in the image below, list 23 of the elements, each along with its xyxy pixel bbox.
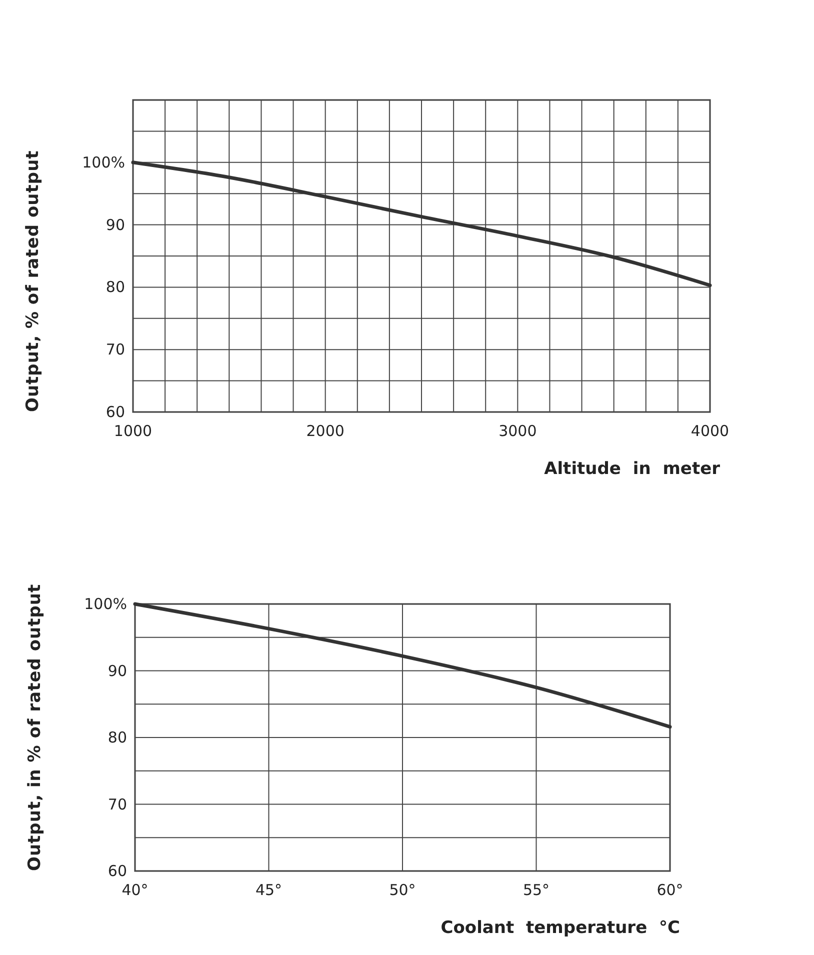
y-tick-label: 90 bbox=[106, 216, 125, 234]
x-tick-label: 3000 bbox=[498, 422, 537, 440]
y-tick-label: 70 bbox=[106, 340, 125, 359]
x-axis-title: Coolant temperature °C bbox=[440, 918, 680, 938]
y-tick-label: 70 bbox=[108, 795, 127, 814]
x-tick-label: 40° bbox=[122, 881, 148, 899]
y-tick-label: 90 bbox=[108, 662, 127, 680]
y-tick-label: 60 bbox=[108, 862, 127, 880]
x-tick-label: 4000 bbox=[690, 422, 730, 440]
x-tick-label: 2000 bbox=[306, 422, 344, 440]
x-tick-label: 60° bbox=[656, 881, 684, 899]
y-axis-title: Output, % of rated output bbox=[23, 150, 43, 412]
x-tick-label: 45° bbox=[255, 881, 282, 899]
y-tick-label: 60 bbox=[106, 403, 125, 421]
x-tick-label: 50° bbox=[389, 881, 416, 899]
y-tick-label: 80 bbox=[106, 278, 125, 296]
x-tick-label: 55° bbox=[522, 881, 550, 899]
x-tick-label: 1000 bbox=[114, 422, 152, 440]
x-axis-title: Altitude in meter bbox=[544, 459, 721, 479]
y-tick-label: 80 bbox=[108, 728, 127, 746]
y-tick-label: 100% bbox=[82, 153, 125, 172]
y-tick-label: 100% bbox=[84, 595, 127, 613]
y-axis-title: Output, in % of rated output bbox=[25, 584, 45, 871]
